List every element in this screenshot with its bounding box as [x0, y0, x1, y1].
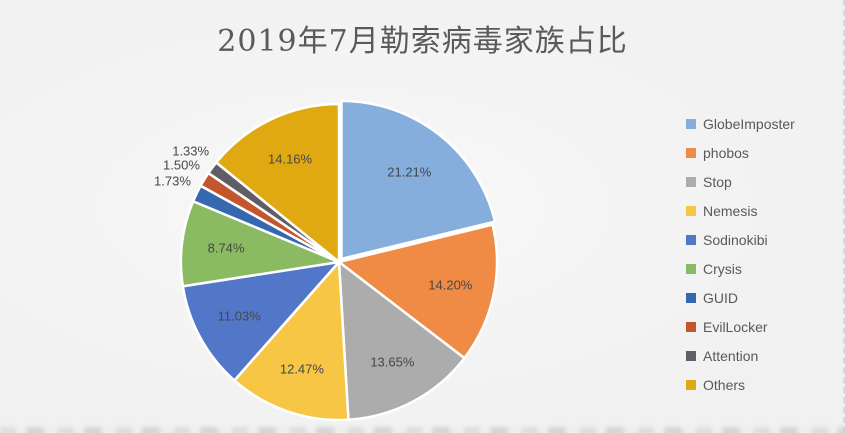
legend-swatch-icon — [686, 379, 696, 390]
legend-swatch-icon — [686, 321, 696, 332]
legend-swatch-icon — [686, 147, 696, 158]
pie-label-nemesis: 12.47% — [280, 362, 325, 377]
legend-swatch-icon — [686, 350, 696, 361]
legend-item-crysis: Crysis — [686, 254, 795, 283]
legend-label: EvilLocker — [703, 318, 768, 335]
pie-slice-others — [215, 102, 341, 264]
pie-label-stop: 13.65% — [370, 354, 415, 369]
legend-label: Nemesis — [703, 202, 758, 219]
legend-swatch-icon — [686, 205, 696, 216]
legend-swatch-icon — [686, 118, 696, 129]
legend-label: phobos — [703, 144, 749, 161]
pie-slice-phobos — [337, 223, 499, 360]
pie-label-attention: 1.33% — [172, 144, 209, 159]
pie-label-evillocker: 1.50% — [163, 157, 200, 172]
pie-label-crysis: 8.74% — [208, 240, 245, 255]
pie-label-others: 14.16% — [268, 151, 313, 166]
legend: GlobeImposter phobos Stop Nemesis Sodinokibi… — [686, 109, 795, 399]
pie-label-sodinokibi: 11.03% — [218, 309, 262, 324]
legend-label: Others — [703, 376, 746, 393]
legend-item-stop: Stop — [686, 167, 795, 196]
pie-slice-crysis — [179, 199, 341, 288]
legend-item-phobos: phobos — [686, 138, 795, 167]
legend-swatch-icon — [686, 176, 696, 187]
legend-item-nemesis: Nemesis — [686, 196, 795, 225]
legend-swatch-icon — [686, 263, 696, 274]
legend-label: GUID — [703, 289, 738, 306]
chart-title: 2019年7月勒索病毒家族占比 — [217, 24, 628, 59]
bottom-cutoff-strip — [0, 427, 845, 433]
pie-slice-globeimposter — [340, 99, 497, 261]
legend-label: Crysis — [703, 260, 742, 277]
legend-label: GlobeImposter — [703, 115, 795, 132]
legend-swatch-icon — [686, 234, 696, 245]
legend-item-guid: GUID — [686, 283, 795, 312]
pie-label-guid: 1.73% — [154, 174, 191, 189]
legend-item-others: Others — [686, 370, 795, 399]
legend-label: Stop — [703, 173, 732, 190]
legend-item-sodinokibi: Sodinokibi — [686, 225, 795, 254]
legend-label: Attention — [703, 347, 759, 364]
legend-item-evillocker: EvilLocker — [686, 312, 795, 341]
pie-label-globeimposter: 21.21% — [387, 165, 432, 180]
legend-item-attention: Attention — [686, 341, 795, 370]
pie-slice-stop — [337, 260, 466, 421]
legend-item-globeimposter: GlobeImposter — [686, 109, 795, 138]
legend-swatch-icon — [686, 292, 696, 303]
chart-selection-edge — [843, 0, 845, 433]
pie-slice-nemesis — [233, 260, 350, 422]
legend-label: Sodinokibi — [703, 231, 768, 248]
pie-label-phobos: 14.20% — [428, 277, 473, 292]
pie-slice-sodinokibi — [181, 260, 341, 382]
